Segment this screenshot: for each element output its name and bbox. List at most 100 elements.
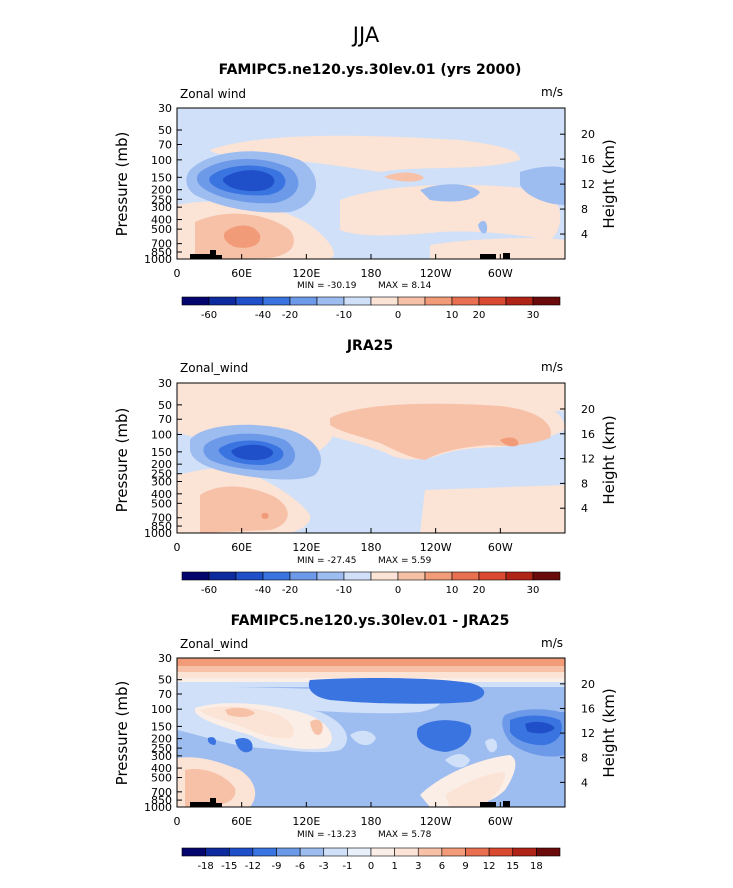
colorbar-label: -3 [319,861,329,872]
colorbar-label: -15 [221,861,237,872]
colorbar-swatch [532,571,561,581]
y-tick-label: 30 [158,377,172,390]
colorbar-swatch [235,296,264,306]
panel-3: FAMIPC5.ne120.ys.30lev.01 - JRA25 Zonal_… [113,613,618,872]
y-tick-label: 400 [151,214,172,227]
colorbar-label: -12 [245,861,261,872]
panel-3-min-label: MIN = -13.23 [297,830,356,840]
colorbar-swatch [370,847,395,857]
panel-3-contour-field [177,658,565,807]
panel-1-left-label: Zonal wind [180,87,246,101]
y-tick-label: 850 [151,520,172,533]
height-tick-label: 12 [581,178,595,191]
x-tick-label: 0 [174,267,181,280]
colorbar-swatch [424,296,453,306]
y-tick-label: 250 [151,193,172,206]
x-tick-label: 120E [292,815,320,828]
y-tick-label: 100 [151,429,172,442]
height-tick-label: 12 [581,727,595,740]
panel-2-units: m/s [541,360,563,374]
colorbar-label: -20 [282,310,298,321]
panel-1-min-label: MIN = -30.19 [297,281,357,291]
y-tick-label: 50 [158,124,172,137]
x-tick-label: 120E [292,541,320,554]
colorbar-label: 15 [506,861,519,872]
height-tick-label: 4 [581,502,588,515]
colorbar-swatch [488,847,514,857]
y-tick-label: 300 [151,750,172,763]
panel-2-left-label: Zonal_wind [180,361,248,375]
colorbar-label: -60 [201,585,217,596]
colorbar-swatch [532,296,561,306]
y-tick-label: 250 [151,742,172,755]
colorbar-swatch [208,296,237,306]
height-tick-label: 4 [581,776,588,789]
height-tick-label: 16 [581,153,595,166]
colorbar-label: 20 [473,310,486,321]
colorbar-swatch [276,847,301,857]
y-tick-label: 200 [151,733,172,746]
x-tick-label: 60E [231,541,252,554]
colorbar-swatch [181,571,210,581]
colorbar-swatch [451,296,480,306]
colorbar-label: 10 [446,585,459,596]
x-tick-label: 60E [231,815,252,828]
colorbar-swatch [262,296,291,306]
panel-2-ylabel: Pressure (mb) [113,408,131,513]
panel-1-contour-field [177,108,565,259]
y-tick-label: 400 [151,488,172,501]
colorbar-swatch [397,296,426,306]
height-tick-label: 16 [581,428,595,441]
panel-3-max-label: MAX = 5.78 [378,830,432,840]
panel-3-ylabel-right: Height (km) [600,688,618,777]
panel-3-left-label: Zonal_wind [180,637,248,651]
y-tick-label: 150 [151,720,172,733]
colorbar-swatch [289,296,318,306]
colorbar-label: 1 [391,861,397,872]
panel-2-title: JRA25 [346,338,393,354]
colorbar-label: 30 [527,310,540,321]
colorbar-label: 6 [439,861,445,872]
panel-2-height-ticks: 20 16 12 8 4 [560,403,595,515]
height-tick-label: 20 [581,403,595,416]
colorbar-swatch [316,296,345,306]
y-tick-label: 200 [151,184,172,197]
x-tick-label: 120W [420,541,452,554]
y-tick-label: 250 [151,468,172,481]
y-tick-label: 30 [158,102,172,115]
colorbar-swatch [235,571,264,581]
colorbar-label: 10 [446,310,459,321]
x-tick-label: 120W [420,815,452,828]
height-tick-label: 12 [581,453,595,466]
colorbar-label: 3 [415,861,421,872]
panel-2-min-label: MIN = -27.45 [297,556,356,566]
y-tick-label: 100 [151,703,172,716]
colorbar-label: 0 [395,310,401,321]
y-tick-label: 700 [151,786,172,799]
y-tick-label: 300 [151,475,172,488]
x-tick-label: 120E [292,267,320,280]
colorbar-swatch [289,571,318,581]
panel-2-contour-field [177,383,565,533]
y-tick-label: 70 [158,413,172,426]
panel-3-title: FAMIPC5.ne120.ys.30lev.01 - JRA25 [231,613,510,629]
panel-3-topography-right [480,801,510,807]
colorbar-label: -10 [336,585,352,596]
x-tick-label: 0 [174,541,181,554]
panel-3-units: m/s [541,636,563,650]
colorbar-swatch [478,571,507,581]
y-tick-label: 700 [151,238,172,251]
colorbar-swatch [370,571,399,581]
colorbar-swatch [441,847,466,857]
height-tick-label: 4 [581,228,588,241]
colorbar-label: -60 [201,310,217,321]
colorbar-swatch [505,296,534,306]
y-tick-label: 50 [158,399,172,412]
panel-2-max-label: MAX = 5.59 [378,556,432,566]
colorbar-swatch [205,847,230,857]
colorbar-swatch [299,847,325,857]
x-tick-label: 120W [420,267,452,280]
y-tick-label: 850 [151,246,172,259]
colorbar-swatch [208,571,237,581]
